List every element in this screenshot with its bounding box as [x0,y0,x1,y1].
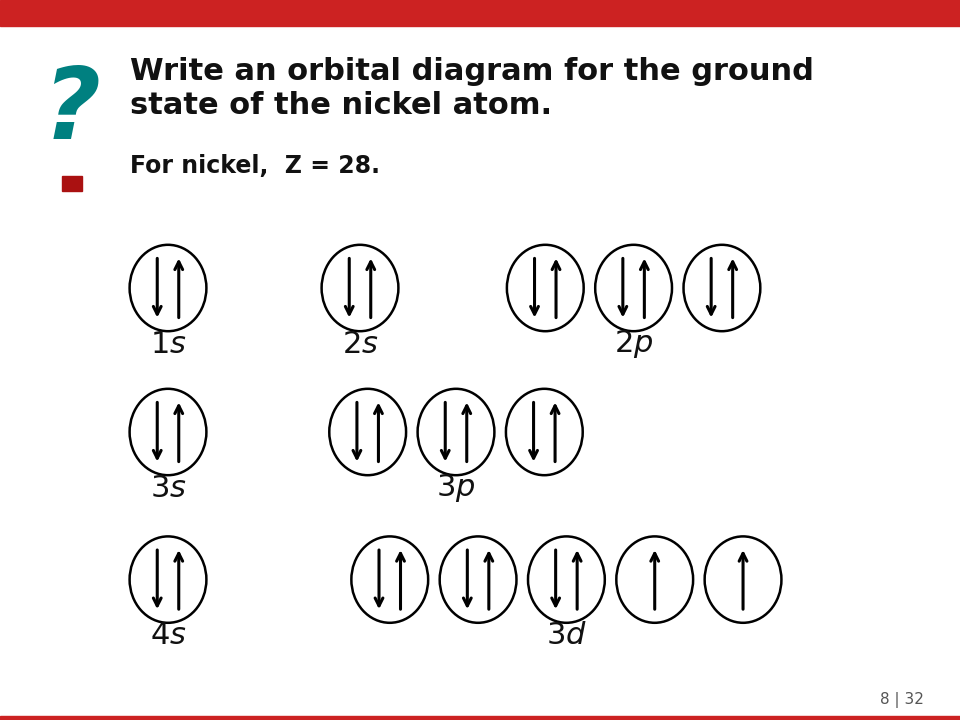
Ellipse shape [507,245,584,331]
Text: $\mathregular{4}$$\it{s}$: $\mathregular{4}$$\it{s}$ [150,621,186,650]
Text: $\mathregular{3}$$\it{s}$: $\mathregular{3}$$\it{s}$ [150,474,186,503]
Text: $\mathregular{2}$$\it{p}$: $\mathregular{2}$$\it{p}$ [613,328,654,360]
Ellipse shape [595,245,672,331]
Bar [62,176,82,191]
Text: ?: ? [43,63,101,160]
Text: 8 | 32: 8 | 32 [879,692,924,708]
Ellipse shape [684,245,760,331]
Bar [0,716,960,720]
Ellipse shape [616,536,693,623]
Ellipse shape [130,389,206,475]
Text: $\mathregular{3}$$\it{p}$: $\mathregular{3}$$\it{p}$ [436,472,476,504]
Text: Write an orbital diagram for the ground: Write an orbital diagram for the ground [130,58,813,86]
Text: state of the nickel atom.: state of the nickel atom. [130,91,552,120]
Bar [0,0,960,26]
Ellipse shape [418,389,494,475]
Ellipse shape [506,389,583,475]
Ellipse shape [329,389,406,475]
Text: $\mathregular{1}$$\it{s}$: $\mathregular{1}$$\it{s}$ [150,330,186,359]
Ellipse shape [351,536,428,623]
Text: For nickel,  Z = 28.: For nickel, Z = 28. [130,153,379,178]
Ellipse shape [322,245,398,331]
Text: $\mathregular{3}$$\it{d}$: $\mathregular{3}$$\it{d}$ [546,621,587,650]
Ellipse shape [528,536,605,623]
Ellipse shape [130,536,206,623]
Ellipse shape [130,245,206,331]
Text: $\mathregular{2}$$\it{s}$: $\mathregular{2}$$\it{s}$ [342,330,378,359]
Ellipse shape [440,536,516,623]
Ellipse shape [705,536,781,623]
